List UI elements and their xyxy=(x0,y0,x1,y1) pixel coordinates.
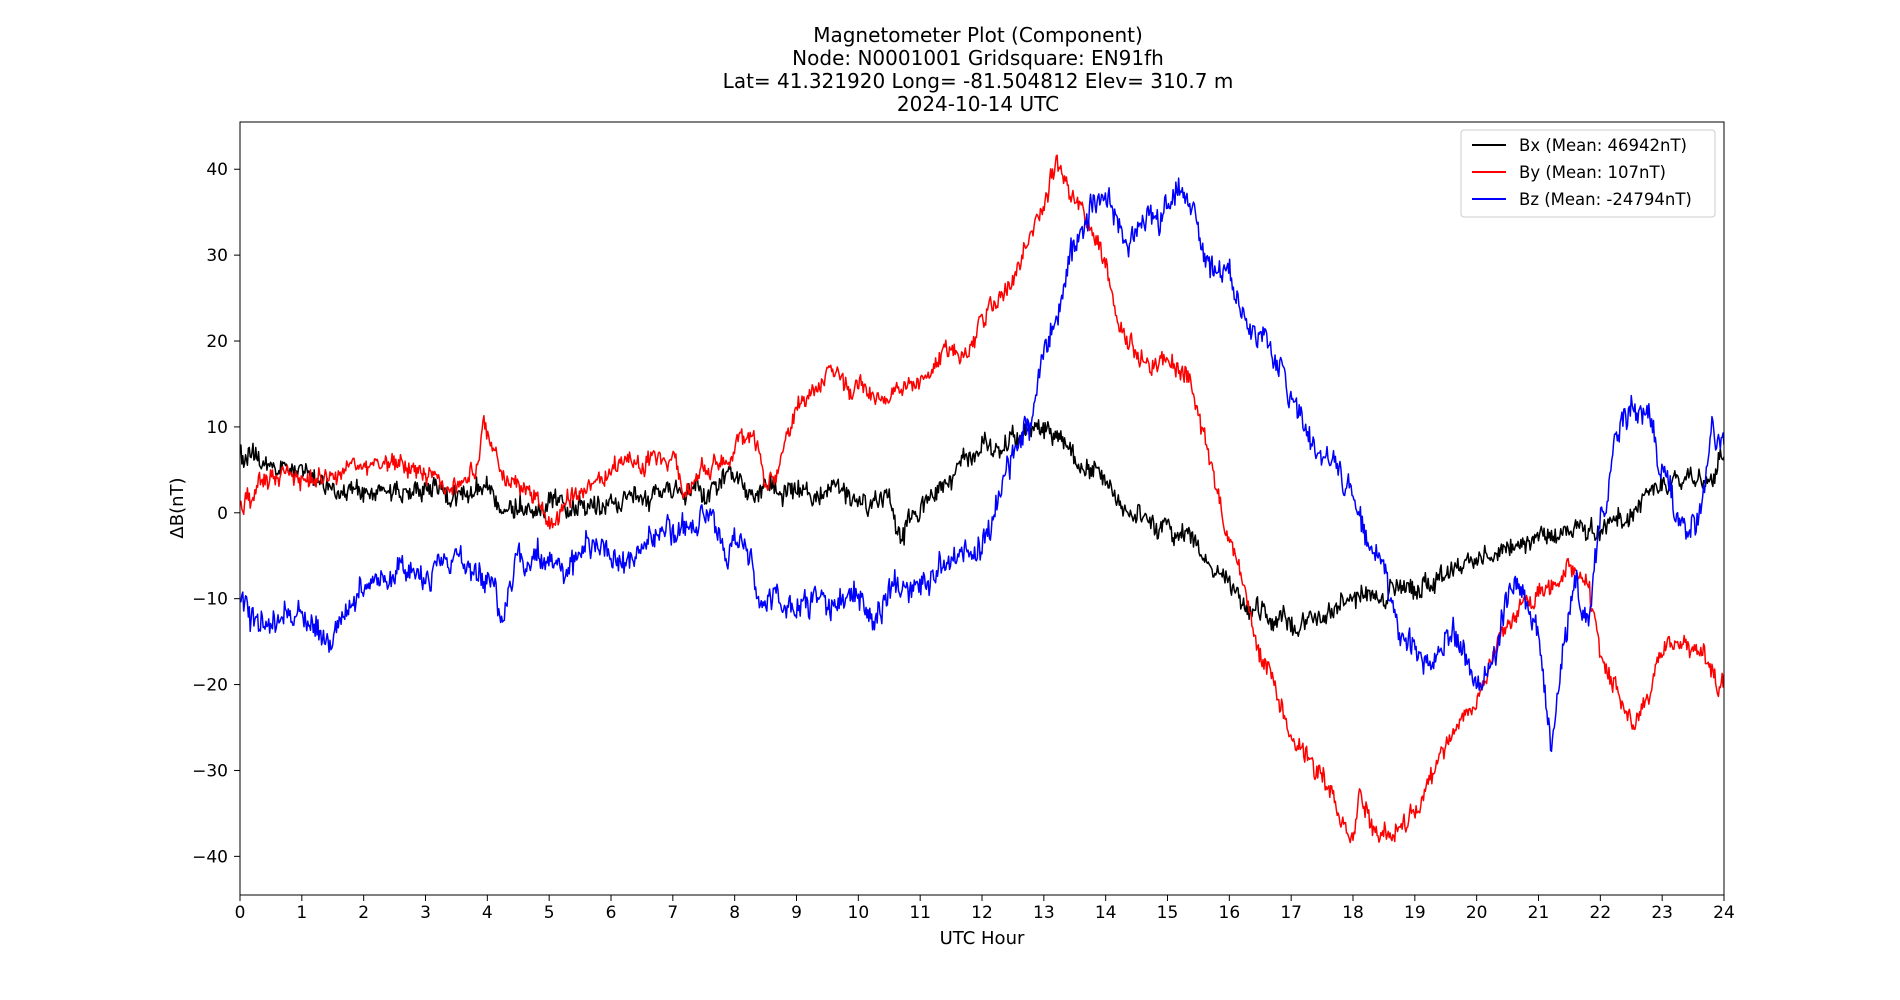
series-line-1 xyxy=(240,154,1724,844)
x-tick-label: 3 xyxy=(420,903,431,923)
y-tick-label: 40 xyxy=(206,160,228,180)
title-line-2: Node: N0001001 Gridsquare: EN91fh xyxy=(792,46,1164,70)
title-line-3: Lat= 41.321920 Long= -81.504812 Elev= 31… xyxy=(723,69,1234,93)
y-tick-label: −40 xyxy=(192,847,228,867)
plot-frame xyxy=(239,121,1725,896)
y-axis: −40 −30 −20 −10 0 10 20 30 40 xyxy=(192,160,240,867)
x-tick-label: 12 xyxy=(971,903,993,923)
y-tick-label: 20 xyxy=(206,332,228,352)
series-line-2 xyxy=(240,177,1724,753)
x-tick-label: 7 xyxy=(667,903,678,923)
x-tick-label: 17 xyxy=(1280,903,1302,923)
x-tick-label: 22 xyxy=(1590,903,1612,923)
x-axis: 0 1 2 3 4 5 6 7 8 9 10 11 12 13 14 15 16 17 18 19 20 21 22 23 24 xyxy=(235,895,1735,923)
x-tick-label: 15 xyxy=(1157,903,1179,923)
title-line-1: Magnetometer Plot (Component) xyxy=(813,23,1143,47)
x-tick-label: 10 xyxy=(848,903,870,923)
legend: Bx (Mean: 46942nT) By (Mean: 107nT) Bz (Me… xyxy=(1460,129,1716,218)
legend-label: By (Mean: 107nT) xyxy=(1519,163,1666,182)
x-tick-label: 24 xyxy=(1713,903,1735,923)
x-tick-label: 0 xyxy=(235,903,246,923)
x-tick-label: 21 xyxy=(1528,903,1550,923)
legend-label: Bz (Mean: -24794nT) xyxy=(1519,190,1692,209)
x-tick-label: 23 xyxy=(1651,903,1673,923)
series-line-0 xyxy=(240,419,1724,637)
x-tick-label: 14 xyxy=(1095,903,1117,923)
x-tick-label: 16 xyxy=(1219,903,1241,923)
chart-title: Magnetometer Plot (Component) Node: N000… xyxy=(723,23,1234,116)
x-tick-label: 2 xyxy=(358,903,369,923)
y-tick-label: −20 xyxy=(192,676,228,696)
legend-box xyxy=(1460,129,1716,218)
y-axis-label: ΔB(nT) xyxy=(167,477,188,538)
legend-label: Bx (Mean: 46942nT) xyxy=(1519,136,1687,155)
x-tick-label: 1 xyxy=(296,903,307,923)
title-line-4: 2024-10-14 UTC xyxy=(897,92,1059,116)
y-tick-label: −30 xyxy=(192,761,228,781)
x-tick-label: 5 xyxy=(544,903,555,923)
y-tick-label: 0 xyxy=(217,504,228,524)
y-tick-label: 10 xyxy=(206,418,228,438)
x-tick-label: 4 xyxy=(482,903,493,923)
x-tick-label: 18 xyxy=(1342,903,1364,923)
x-tick-label: 20 xyxy=(1466,903,1488,923)
x-tick-label: 9 xyxy=(791,903,802,923)
x-tick-label: 19 xyxy=(1404,903,1426,923)
y-tick-label: −10 xyxy=(192,590,228,610)
series-layer xyxy=(240,154,1724,844)
x-tick-label: 6 xyxy=(606,903,617,923)
x-tick-label: 8 xyxy=(729,903,740,923)
x-tick-label: 11 xyxy=(909,903,931,923)
x-tick-label: 13 xyxy=(1033,903,1055,923)
x-axis-label: UTC Hour xyxy=(940,928,1025,949)
y-tick-label: 30 xyxy=(206,246,228,266)
